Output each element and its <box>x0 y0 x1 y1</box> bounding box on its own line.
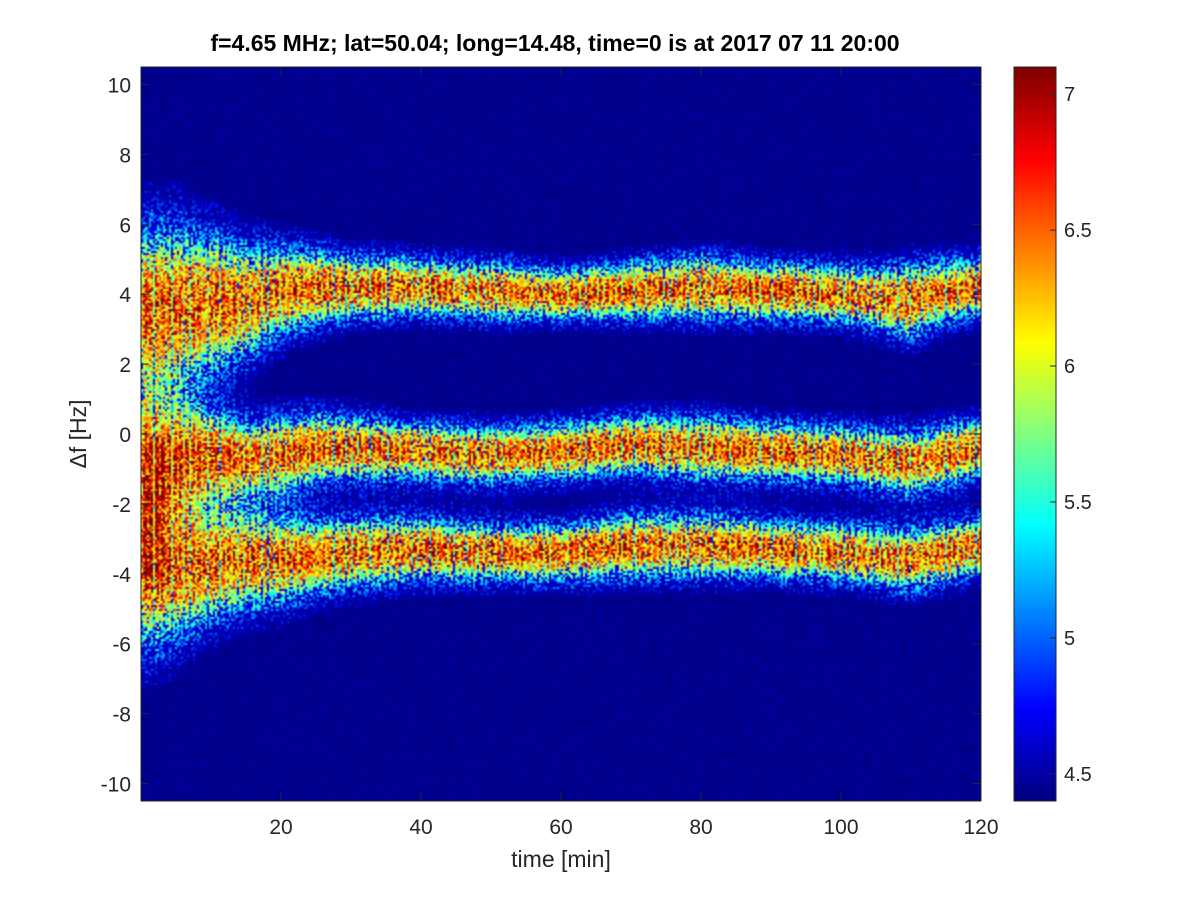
x-axis-label: time [min] <box>511 846 611 872</box>
colorbar-tick-label: 6 <box>1064 356 1075 378</box>
y-tick-label: 4 <box>119 284 131 307</box>
y-tick-label: 6 <box>119 214 131 237</box>
colorbar-tick-label: 6.5 <box>1064 220 1092 242</box>
colorbar-tick-label: 5 <box>1064 628 1075 650</box>
y-tick-label: 8 <box>119 144 131 167</box>
x-tick-label: 80 <box>689 816 712 839</box>
y-tick-label: 10 <box>108 74 131 97</box>
y-tick-label: -6 <box>112 634 131 657</box>
colorbar-frame <box>1013 66 1057 802</box>
colorbar-axis: 4.5 5 5.5 6 6.5 7 <box>1050 84 1092 786</box>
colorbar-gradient <box>1014 67 1056 801</box>
y-tick-label: 0 <box>119 424 131 447</box>
chart-title: f=4.65 MHz; lat=50.04; long=14.48, time=… <box>210 30 899 56</box>
x-axis: 20 40 60 80 100 120 <box>269 67 999 839</box>
colorbar-tick-label: 7 <box>1064 84 1075 106</box>
colorbar-tick-label: 4.5 <box>1064 764 1092 786</box>
x-tick-label: 120 <box>963 816 998 839</box>
y-axis-label: Δf [Hz] <box>65 399 91 468</box>
y-tick-label: -2 <box>112 494 131 517</box>
y-tick-label: 2 <box>119 354 131 377</box>
x-tick-label: 40 <box>409 816 432 839</box>
y-axis: 10 8 6 4 2 0 -2 -4 -6 -8 -10 <box>101 74 981 797</box>
heatmap-image <box>141 67 981 801</box>
y-tick-label: -10 <box>101 774 131 797</box>
y-tick-label: -8 <box>112 704 131 727</box>
colorbar-tick-label: 5.5 <box>1064 492 1092 514</box>
x-tick-label: 100 <box>823 816 858 839</box>
x-tick-label: 60 <box>549 816 572 839</box>
x-tick-label: 20 <box>269 816 292 839</box>
y-tick-label: -4 <box>112 564 131 587</box>
